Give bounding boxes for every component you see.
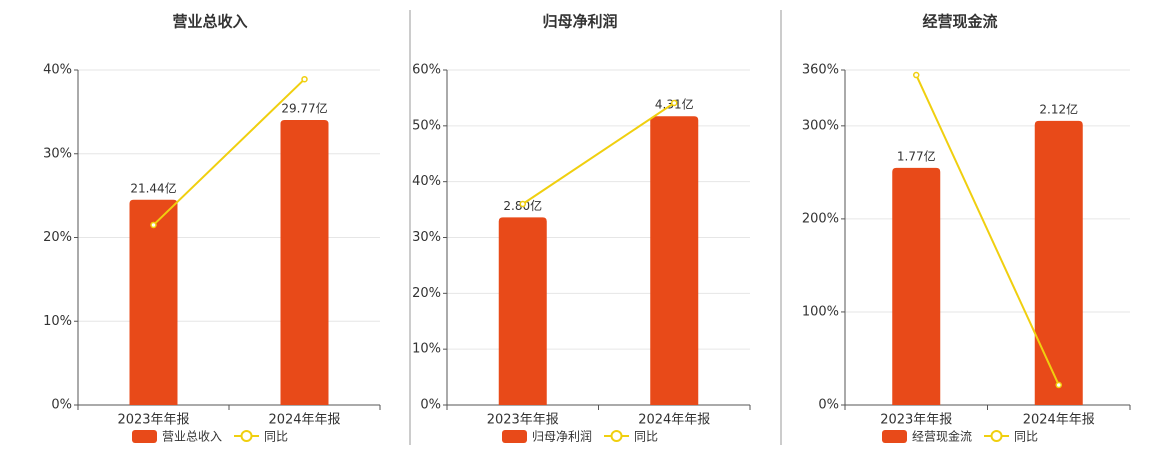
- value-label: 21.44亿: [130, 180, 176, 195]
- legend-swatch: [882, 430, 907, 443]
- x-tick-label: 2024年年报: [268, 413, 340, 428]
- legend-label: 经营现金流: [912, 429, 972, 444]
- chart-title: 归母净利润: [542, 13, 617, 31]
- legend-swatch: [240, 430, 253, 442]
- x-tick-label: 2023年年报: [117, 413, 189, 428]
- point: [913, 71, 920, 79]
- y-tick-label: 200%: [802, 211, 839, 226]
- y-tick-label: 50%: [412, 118, 441, 133]
- y-tick-label: 20%: [412, 286, 441, 301]
- x-tick-label: 2023年年报: [487, 413, 559, 428]
- value-label: 29.77亿: [281, 101, 327, 116]
- legend-swatch: [610, 430, 623, 442]
- y-tick-label: 300%: [802, 118, 839, 133]
- y-tick-label: 0%: [420, 398, 441, 413]
- point: [671, 99, 678, 107]
- y-tick-label: 360%: [802, 63, 839, 78]
- y-tick-label: 10%: [43, 314, 72, 329]
- point: [1055, 381, 1062, 389]
- y-tick-label: 40%: [43, 63, 72, 78]
- legend-label: 同比: [1014, 430, 1038, 444]
- legend-swatch: [502, 430, 527, 443]
- point: [519, 200, 526, 208]
- bar: [650, 116, 699, 405]
- bar: [129, 199, 178, 405]
- bar: [892, 167, 941, 405]
- value-label: 1.77亿: [897, 148, 936, 163]
- line: [152, 78, 306, 226]
- legend-label: 归母净利润: [532, 430, 592, 444]
- y-tick-label: 20%: [43, 230, 72, 245]
- y-tick-label: 10%: [412, 342, 441, 357]
- y-tick-label: 40%: [412, 174, 441, 189]
- y-tick-label: 60%: [412, 63, 441, 78]
- legend-swatch: [990, 430, 1003, 442]
- legend-label: 同比: [264, 430, 288, 444]
- line: [522, 102, 675, 205]
- bar: [1034, 120, 1083, 406]
- chart-title: 营业总收入: [172, 13, 247, 31]
- x-tick-label: 2024年年报: [638, 413, 710, 428]
- y-tick-label: 100%: [802, 304, 839, 319]
- y-tick-label: 0%: [818, 398, 839, 413]
- y-tick-label: 0%: [51, 398, 72, 413]
- bar: [498, 217, 547, 405]
- chart-title: 经营现金流: [922, 13, 997, 31]
- legend-label: 同比: [634, 430, 658, 444]
- x-tick-label: 2023年年报: [880, 413, 952, 428]
- line: [915, 74, 1060, 386]
- y-tick-label: 30%: [43, 146, 72, 161]
- x-tick-label: 2024年年报: [1023, 413, 1095, 428]
- y-tick-label: 30%: [412, 230, 441, 245]
- value-label: 2.12亿: [1039, 101, 1078, 116]
- bar: [280, 120, 329, 406]
- point: [150, 221, 157, 229]
- legend-swatch: [132, 430, 157, 443]
- legend-label: 营业总收入: [162, 430, 222, 444]
- point: [301, 75, 308, 83]
